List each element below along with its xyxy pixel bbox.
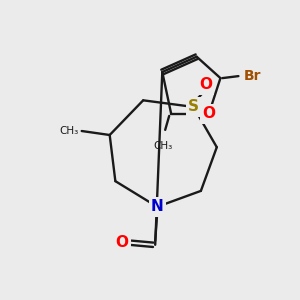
Text: CH₃: CH₃ — [59, 126, 79, 136]
Text: O: O — [202, 106, 215, 122]
Text: Br: Br — [244, 69, 261, 83]
Text: S: S — [188, 99, 199, 114]
Text: N: N — [151, 199, 164, 214]
Text: O: O — [116, 235, 129, 250]
Text: CH₃: CH₃ — [154, 141, 173, 151]
Text: O: O — [199, 77, 212, 92]
